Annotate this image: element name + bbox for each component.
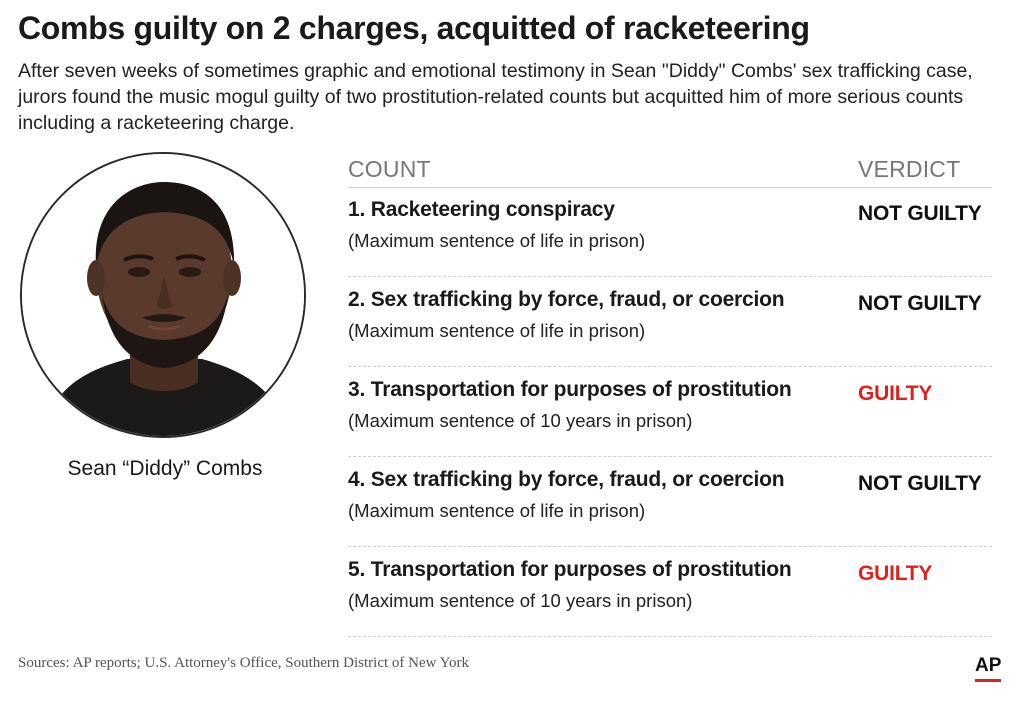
count-sentence: (Maximum sentence of 10 years in prison) <box>348 410 693 431</box>
dek: After seven weeks of sometimes graphic a… <box>18 60 973 134</box>
count-title: 3. Transportation for purposes of prosti… <box>348 378 792 401</box>
count-sentence: (Maximum sentence of life in prison) <box>348 500 646 521</box>
headline: Combs guilty on 2 charges, acquitted of … <box>18 10 810 46</box>
photo-caption: Sean “Diddy” Combs <box>67 457 263 480</box>
portrait-illustration <box>22 154 304 436</box>
ap-logo-text: AP <box>975 655 1002 676</box>
verdict-label: GUILTY <box>858 382 933 405</box>
count-row: 5. Transportation for purposes of prosti… <box>348 548 992 637</box>
count-title: 2. Sex trafficking by force, fraud, or c… <box>348 288 785 311</box>
count-sentence: (Maximum sentence of life in prison) <box>348 320 646 341</box>
count-row: 1. Racketeering conspiracy (Maximum sent… <box>348 188 992 277</box>
count-sentence: (Maximum sentence of 10 years in prison) <box>348 590 693 611</box>
verdict-label: NOT GUILTY <box>858 472 982 495</box>
verdict-label: NOT GUILTY <box>858 202 982 225</box>
count-title: 5. Transportation for purposes of prosti… <box>348 558 792 581</box>
verdict-label: GUILTY <box>858 562 933 585</box>
ap-logo-bar <box>975 679 1001 682</box>
count-row: 2. Sex trafficking by force, fraud, or c… <box>348 278 992 367</box>
sources-credit: Sources: AP reports; U.S. Attorney's Off… <box>18 655 470 671</box>
count-row: 4. Sex trafficking by force, fraud, or c… <box>348 458 992 547</box>
ap-logo: AP <box>975 655 1003 685</box>
portrait-photo <box>20 152 306 438</box>
verdict-label: NOT GUILTY <box>858 292 982 315</box>
verdict-column-header: VERDICT <box>858 156 961 182</box>
count-sentence: (Maximum sentence of life in prison) <box>348 230 646 251</box>
table-header: COUNT VERDICT <box>348 154 992 188</box>
count-title: 4. Sex trafficking by force, fraud, or c… <box>348 468 785 491</box>
count-column-header: COUNT <box>348 156 431 182</box>
count-title: 1. Racketeering conspiracy <box>348 198 615 221</box>
count-row: 3. Transportation for purposes of prosti… <box>348 368 992 457</box>
